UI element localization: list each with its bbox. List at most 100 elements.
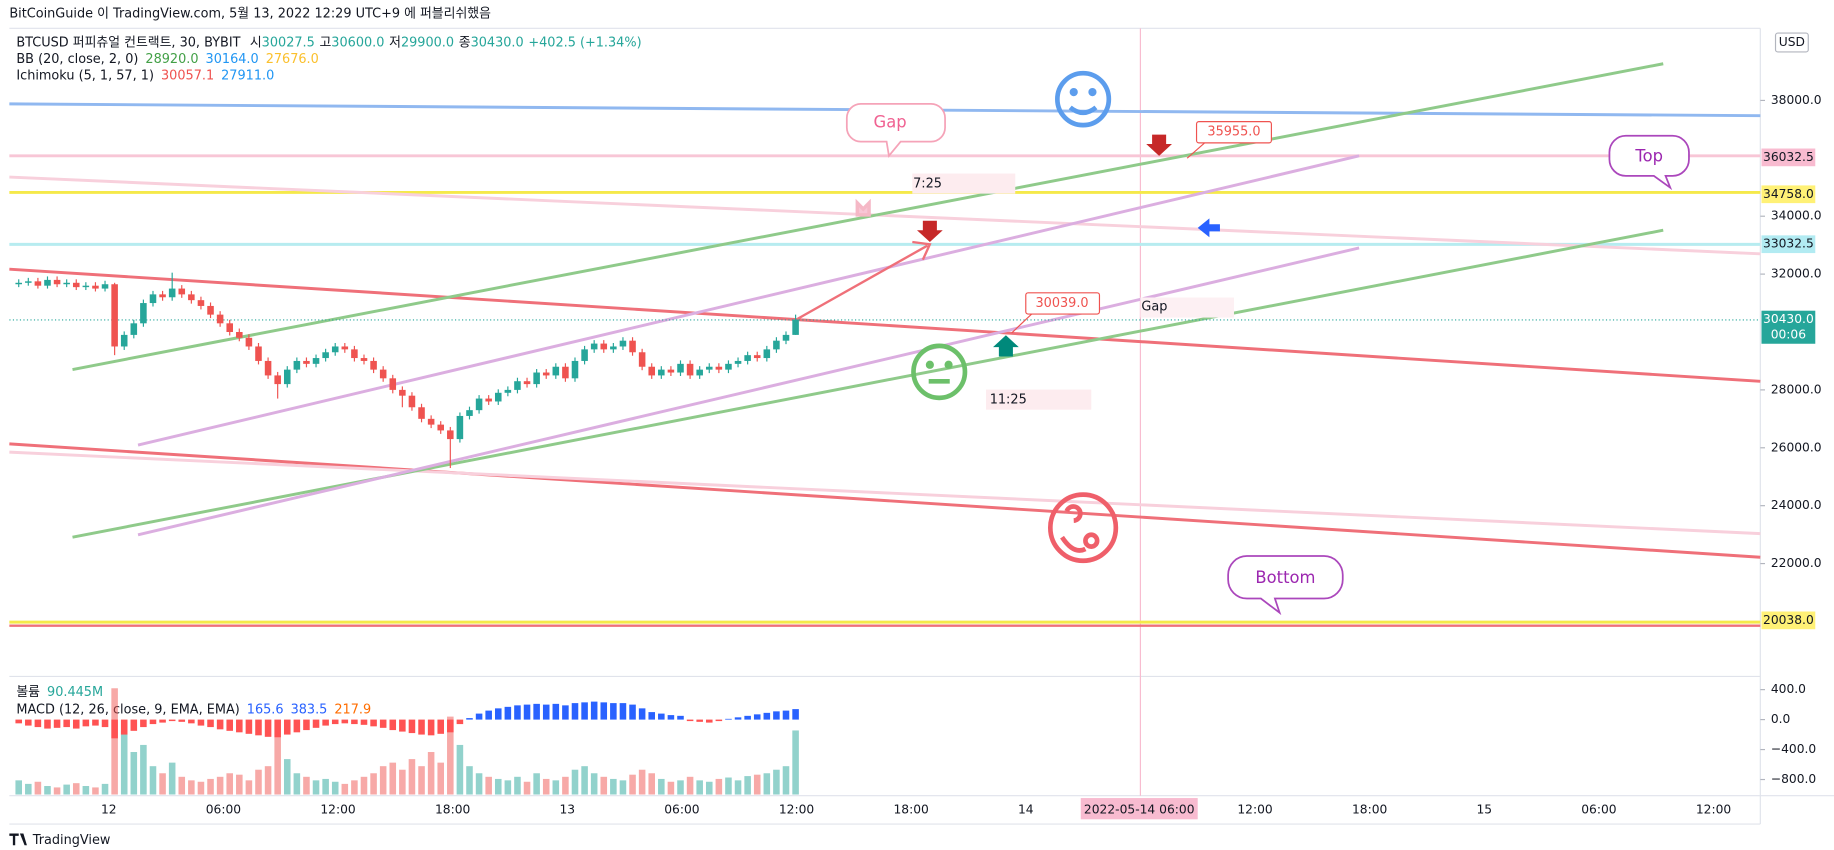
price-note-text: 35955.0 [1207,125,1260,140]
x-tick-label: 12:00 [320,802,356,816]
macd-histogram-bar [562,705,569,720]
macd-histogram-bar [763,712,771,720]
macd-histogram-bar [456,719,464,725]
candle-body [168,288,176,298]
candle-body [600,343,608,350]
macd-histogram-bar [370,719,377,727]
macd-histogram-bar [773,711,780,720]
ohlc-value: 29900.0 [401,35,454,50]
candle-body [418,407,425,419]
callout-text: Gap [874,112,907,131]
macd-histogram-bar [667,715,675,720]
candle-body [72,282,80,288]
price-label-box [1761,148,1816,167]
volume-bar [159,773,166,795]
macd-histogram-bar [399,719,406,732]
volume-bar [619,780,627,795]
macd-histogram-bar [149,719,157,725]
indicator-value: 30164.0 [206,51,259,66]
macd-histogram-bar [283,719,291,735]
currency-button[interactable] [1774,32,1809,53]
macd-histogram-bar [341,719,349,724]
candle-body [590,343,598,350]
candle-body [25,281,32,283]
volume-bar [331,781,339,795]
volume-bar [552,780,560,795]
macd-histogram-bar [351,719,358,725]
candle-body [677,363,684,373]
macd-histogram-bar [705,719,713,723]
macd-histogram-bar [159,719,166,723]
volume-bar [667,781,675,795]
candle-body [763,349,771,359]
volume-bar [504,780,512,795]
macd-histogram-bar [245,719,253,734]
macd-histogram-bar [331,719,339,725]
macd-histogram-bar [264,719,272,737]
volume-bar [312,780,320,795]
macd-histogram-bar [178,719,186,722]
trend-line [9,267,1761,383]
x-tick-label: 12 [101,802,117,816]
candle-body [245,337,253,347]
macd-histogram-bar [255,719,262,736]
macd-histogram-bar [523,704,531,720]
dizzy-icon [1048,492,1119,564]
macd-histogram-bar [782,710,790,720]
price-label-box [1761,611,1816,630]
x-tick-label: 18:00 [1352,802,1388,816]
macd-histogram-bar [168,719,176,722]
candle-body [437,424,444,431]
volume-bar [245,780,253,795]
ohlc-label: 시 [250,35,262,50]
volume-bar [562,776,569,795]
candle-body [140,303,147,324]
footer: TradingView [32,833,111,848]
macd-histogram-bar [226,719,233,731]
volume-bar [629,774,636,795]
markers [917,134,1220,357]
candle-body [523,381,531,385]
candle-body [773,340,780,350]
macd-histogram-bar [25,719,32,726]
volume-bar [236,774,243,795]
volume-bar [101,783,109,795]
candle-body [15,282,22,285]
macd-histogram-bar [427,719,435,736]
volume-bar [514,776,521,795]
volume-bar [216,776,224,795]
x-tick-label: 12:00 [779,802,815,816]
volume-bar [447,716,454,795]
volume-bar [111,688,118,795]
candle-body [303,360,310,364]
macd-histogram-bar [379,719,387,728]
currency[interactable]: USD [1779,35,1805,49]
candle-body [610,346,617,350]
indicator-value: 30057.1 [161,68,214,83]
macd-histogram-bar [53,719,61,728]
indicator-value: 27911.0 [221,68,274,83]
volume-bar [264,766,272,795]
volume-bar [197,781,205,795]
indicator-name: Ichimoku (5, 1, 57, 1) [16,68,154,83]
volume-bar [696,780,703,795]
candle-body [322,352,329,359]
volume-bar [648,773,655,795]
candle-body [562,366,569,379]
volume-bar [351,780,358,795]
price-label: 20038.0 [1763,613,1814,627]
candle-body [360,358,368,361]
volume-bar [782,766,790,795]
y-tick-label: 32000.0 [1771,267,1822,281]
volume-bar [427,752,435,795]
price-note [1025,292,1101,315]
callout-bubble [1608,134,1690,191]
price-label: 34758.0 [1763,187,1814,201]
x-tick-label: 06:00 [1581,802,1617,816]
macd-histogram-bar [514,705,521,720]
volume-bar [140,744,147,795]
indicator-value: 90.445M [47,684,103,699]
volume-bar [658,778,665,795]
macd-histogram-bar [629,704,636,720]
volume-bar [63,784,70,795]
